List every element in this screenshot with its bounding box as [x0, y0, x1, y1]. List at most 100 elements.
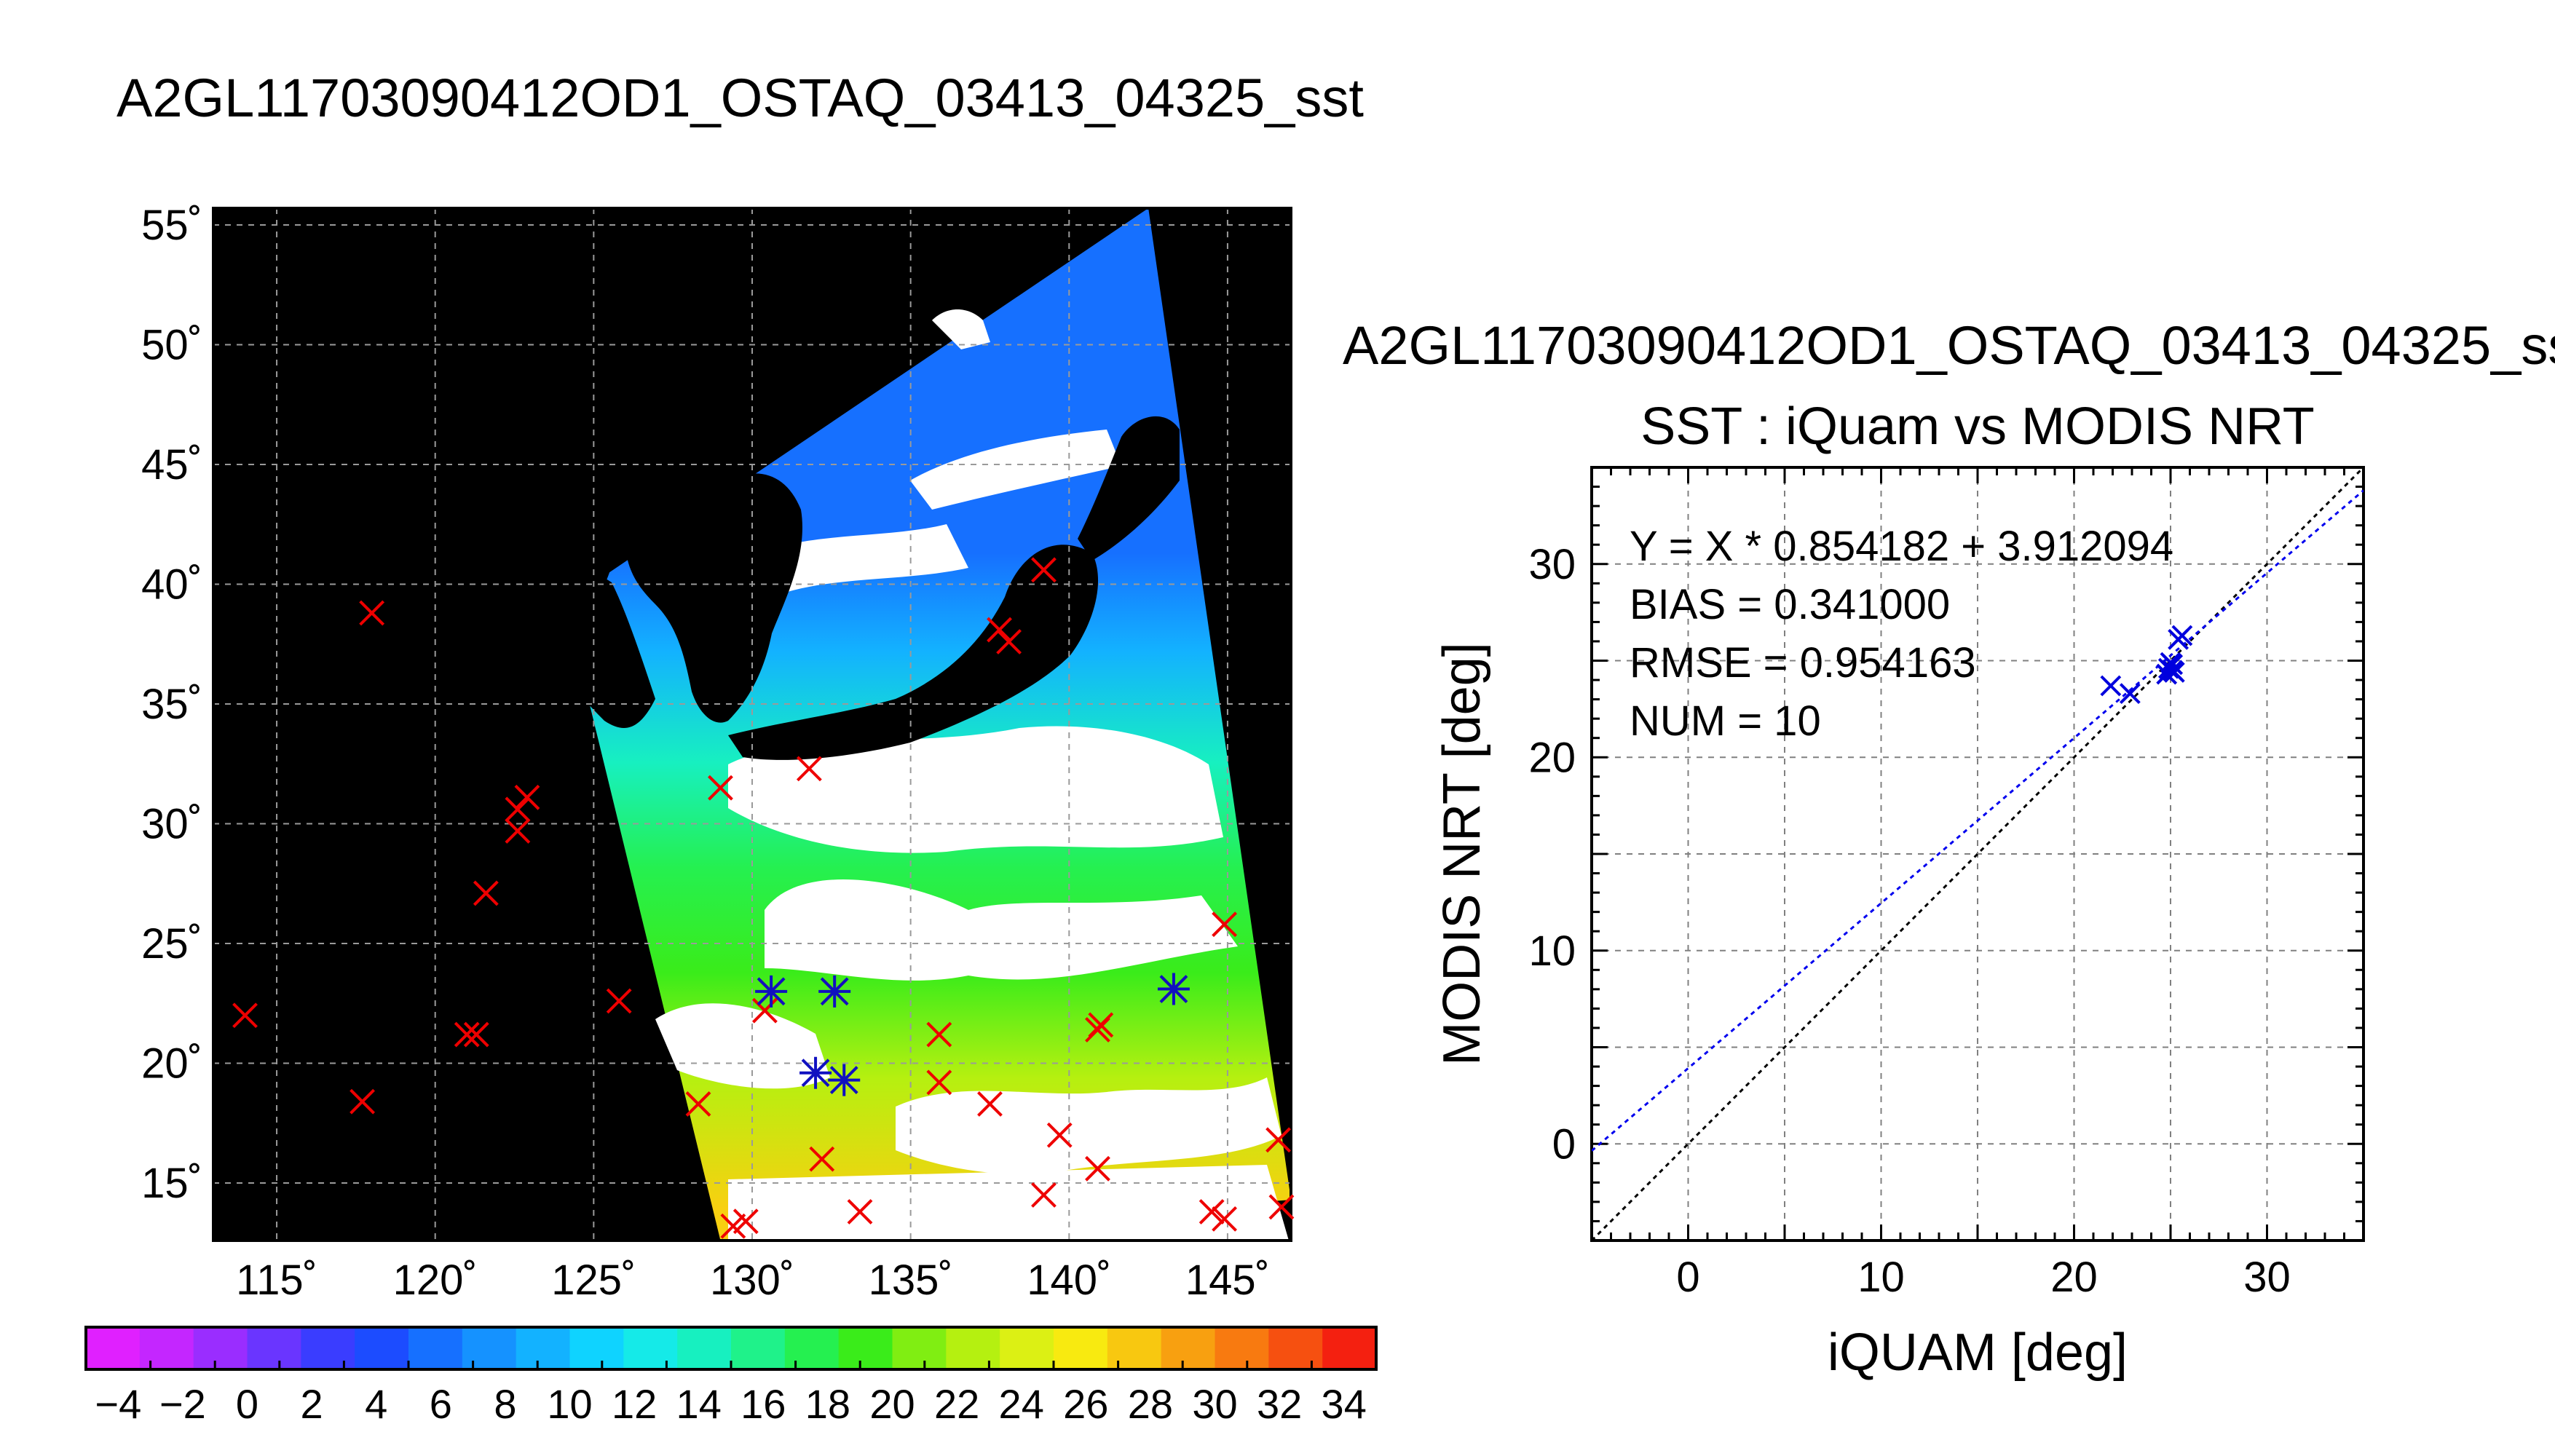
identity-line	[1592, 467, 2364, 1241]
colorbar-tick-label: −2	[159, 1381, 206, 1427]
x-axis-label: iQUAM [deg]	[1828, 1324, 2128, 1382]
colorbar-tick-label: 0	[236, 1381, 258, 1427]
colorbar-swatch	[516, 1327, 570, 1369]
map-red-x-marker	[505, 818, 531, 844]
map-red-x-marker	[1031, 557, 1057, 583]
num-stat: NUM = 10	[1630, 697, 1821, 745]
map-lat-tick-label: 55˚	[141, 202, 202, 249]
scatter-y-tick-label: 30	[1528, 541, 1576, 588]
colorbar-swatch	[838, 1327, 893, 1369]
scatter-y-tick-label: 20	[1528, 734, 1576, 781]
colorbar-swatch	[247, 1327, 301, 1369]
scatter-point	[2100, 675, 2122, 697]
y-axis-label: MODIS NRT [deg]	[1433, 642, 1491, 1066]
map-red-x-marker	[1268, 1194, 1295, 1220]
map-red-x-marker	[232, 1002, 258, 1029]
colorbar-tick-label: 18	[805, 1381, 850, 1427]
map-lat-tick-label: 25˚	[141, 920, 202, 968]
colorbar-tick-label: 14	[676, 1381, 722, 1427]
colorbar-swatch	[1322, 1327, 1377, 1369]
map-red-x-marker	[708, 775, 733, 801]
scatter-x-tick-label: 30	[2243, 1254, 2291, 1301]
colorbar-swatch	[1107, 1327, 1162, 1369]
map-red-x-marker	[1085, 1155, 1110, 1182]
map-red-x-marker	[987, 617, 1012, 643]
map-red-x-marker	[359, 600, 385, 626]
colorbar-swatch	[569, 1327, 624, 1369]
colorbar-tick-label: 34	[1322, 1381, 1367, 1427]
map-red-x-marker	[473, 880, 499, 906]
scatter-x-tick-label: 0	[1676, 1254, 1699, 1301]
scatter-x-tick-label: 20	[2050, 1254, 2098, 1301]
colorbar-tick-label: 22	[934, 1381, 979, 1427]
map-red-x-marker	[796, 756, 822, 782]
colorbar-tick-label: 4	[365, 1381, 387, 1427]
map-red-x-marker	[1212, 1206, 1238, 1232]
map-lat-tick-label: 20˚	[141, 1040, 202, 1088]
map-red-x-marker	[454, 1021, 480, 1048]
map-lon-tick-label: 120˚	[393, 1257, 478, 1304]
map-lon-tick-label: 125˚	[551, 1257, 636, 1304]
scatter-y-tick-label: 10	[1528, 927, 1576, 975]
colorbar-swatch	[193, 1327, 248, 1369]
scatter-title: SST : iQuam vs MODIS NRT	[1640, 397, 2315, 456]
colorbar-tick-label: 6	[430, 1381, 452, 1427]
colorbar-swatch	[1054, 1327, 1108, 1369]
scatter-points	[2100, 625, 2193, 705]
map-lon-tick-label: 135˚	[869, 1257, 953, 1304]
map-red-x-marker	[996, 629, 1022, 654]
map-lat-tick-label: 30˚	[141, 801, 202, 848]
colorbar-tick-label: −4	[95, 1381, 141, 1427]
scatter-point	[2163, 662, 2185, 683]
scatter-x-tick-label: 10	[1857, 1254, 1905, 1301]
map-red-x-marker	[1046, 1122, 1073, 1148]
map-lon-tick-label: 145˚	[1185, 1257, 1270, 1304]
colorbar-tick-label: 12	[612, 1381, 657, 1427]
map-gridlines	[213, 208, 1291, 1241]
colorbar-swatch	[946, 1327, 1000, 1369]
scatter-point	[2119, 683, 2141, 705]
colorbar-swatch	[731, 1327, 786, 1369]
colorbar-tick-label: 2	[301, 1381, 323, 1427]
sst-colorbar: −4 −2 0 2 4 6 8 10 12 14 16 18 20 22 24 26 28 30 32 34	[84, 1326, 1378, 1427]
colorbar-tick-label: 28	[1128, 1381, 1173, 1427]
map-blue-star-marker	[755, 975, 788, 1008]
colorbar-swatch	[784, 1327, 840, 1369]
map-lat-tick-label: 40˚	[141, 561, 202, 609]
sst-map: 115˚ 120˚ 125˚ 130˚ 135˚ 140˚ 145˚ 15˚ 20˚ 25˚ 30˚…	[141, 202, 1295, 1304]
map-lat-tick-label: 15˚	[141, 1160, 202, 1207]
colorbar-swatch	[892, 1327, 947, 1369]
map-red-x-marker	[463, 1021, 489, 1048]
map-lat-tick-label: 50˚	[141, 322, 202, 369]
map-red-x-marker	[350, 1088, 376, 1115]
map-blue-star-marker	[799, 1056, 832, 1089]
colorbar-swatch	[301, 1327, 355, 1369]
colorbar-swatch	[408, 1327, 463, 1369]
rmse-stat: RMSE = 0.954163	[1630, 639, 1976, 687]
colorbar-swatch	[1215, 1327, 1269, 1369]
colorbar-swatch	[1268, 1327, 1323, 1369]
regression-fit-line	[1592, 489, 2364, 1152]
map-red-x-marker	[847, 1199, 873, 1224]
colorbar-swatch	[355, 1327, 409, 1369]
map-red-x-marker	[1212, 911, 1238, 938]
colorbar-tick-label: 32	[1257, 1381, 1302, 1427]
map-lon-tick-label: 115˚	[236, 1257, 317, 1304]
colorbar-swatch	[677, 1327, 732, 1369]
colorbar-tick-label: 16	[741, 1381, 786, 1427]
scatter-point	[2162, 654, 2184, 676]
map-title: A2GL11703090412OD1_OSTAQ_03413_04325_sst	[117, 68, 1364, 128]
map-red-x-marker	[1198, 1199, 1225, 1224]
map-red-x-marker	[505, 796, 531, 823]
colorbar-swatch	[623, 1327, 678, 1369]
colorbar-tick-label: 8	[494, 1381, 516, 1427]
map-red-x-marker	[1088, 1012, 1114, 1038]
land-mask	[451, 309, 1180, 760]
scatter-point	[2171, 625, 2193, 646]
colorbar-swatch	[1000, 1327, 1054, 1369]
bias-stat: BIAS = 0.341000	[1630, 581, 1950, 628]
sst-scatter-plot: SST : iQuam vs MODIS NRT 0 10 20 300102030 …	[1433, 397, 2365, 1382]
scatter-file-title: A2GL11703090412OD1_OSTAQ_03413_04325_sst	[1343, 315, 2555, 376]
map-blue-star-marker	[818, 975, 851, 1008]
